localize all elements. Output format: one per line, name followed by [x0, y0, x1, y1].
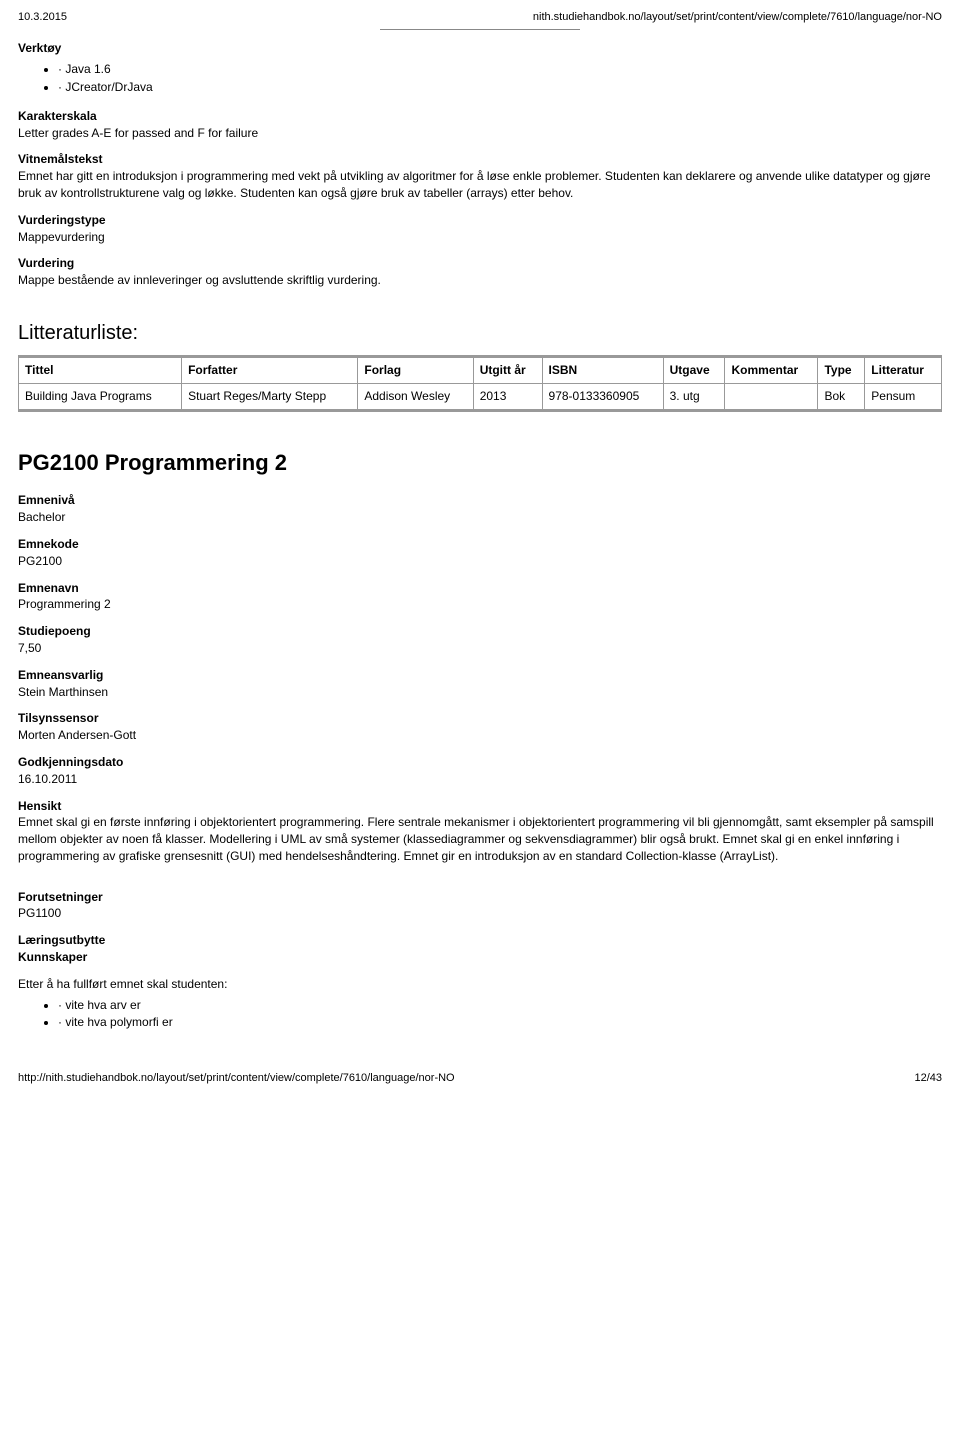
litteratur-title: Litteraturliste: [18, 319, 942, 347]
col-forfatter: Forfatter [182, 357, 358, 383]
table-cell: 3. utg [663, 383, 725, 409]
footer-url: http://nith.studiehandbok.no/layout/set/… [18, 1071, 455, 1086]
table-cell: Bok [818, 383, 865, 409]
page-footer: http://nith.studiehandbok.no/layout/set/… [18, 1071, 942, 1086]
course-field: EmneansvarligStein Marthinsen [18, 667, 942, 701]
table-header-row: Tittel Forfatter Forlag Utgitt år ISBN U… [19, 357, 942, 383]
course-field: Godkjenningsdato16.10.2011 [18, 754, 942, 788]
field-value: PG2100 [18, 554, 62, 568]
table-cell: Building Java Programs [19, 383, 182, 409]
table-cell: Stuart Reges/Marty Stepp [182, 383, 358, 409]
list-item: · vite hva arv er [58, 997, 942, 1014]
field-label: Tilsynssensor [18, 710, 942, 727]
field-value: Morten Andersen-Gott [18, 728, 136, 742]
verktoy-list: · Java 1.6 · JCreator/DrJava [18, 61, 942, 96]
table-cell: Addison Wesley [358, 383, 473, 409]
table-cell [725, 383, 818, 409]
field-value: Bachelor [18, 510, 65, 524]
header-path: nith.studiehandbok.no/layout/set/print/c… [533, 10, 942, 25]
col-isbn: ISBN [542, 357, 663, 383]
list-item: · vite hva polymorfi er [58, 1014, 942, 1031]
col-type: Type [818, 357, 865, 383]
karakterskala-heading: Karakterskala [18, 109, 97, 123]
vurderingstype-text: Mappevurdering [18, 230, 105, 244]
litteratur-table-wrapper: Tittel Forfatter Forlag Utgitt år ISBN U… [18, 355, 942, 412]
litteratur-table: Tittel Forfatter Forlag Utgitt år ISBN U… [18, 357, 942, 410]
course-field: TilsynssensorMorten Andersen-Gott [18, 710, 942, 744]
vitnemalstekst-section: Vitnemålstekst Emnet har gitt en introdu… [18, 151, 942, 201]
laeringsutbytte-intro: Etter å ha fullført emnet skal studenten… [18, 976, 942, 993]
divider [380, 29, 580, 30]
laeringsutbytte-section: Læringsutbytte Kunnskaper Etter å ha ful… [18, 932, 942, 1031]
field-label: Emnenavn [18, 580, 942, 597]
vurdering-text: Mappe bestående av innleveringer og avsl… [18, 273, 381, 287]
forutsetninger-label: Forutsetninger [18, 889, 942, 906]
vurdering-section: Vurdering Mappe bestående av innlevering… [18, 255, 942, 289]
hensikt-text: Emnet skal gi en første innføring i obje… [18, 815, 934, 863]
course-field: EmnenivåBachelor [18, 492, 942, 526]
col-kommentar: Kommentar [725, 357, 818, 383]
karakterskala-section: Karakterskala Letter grades A-E for pass… [18, 108, 942, 142]
table-row: Building Java ProgramsStuart Reges/Marty… [19, 383, 942, 409]
field-value: Stein Marthinsen [18, 685, 108, 699]
table-cell: Pensum [865, 383, 942, 409]
footer-page: 12/43 [914, 1071, 942, 1086]
hensikt-label: Hensikt [18, 798, 942, 815]
vitnemalstekst-text: Emnet har gitt en introduksjon i program… [18, 169, 931, 200]
forutsetninger-value: PG1100 [18, 906, 61, 920]
forutsetninger-section: Forutsetninger PG1100 [18, 889, 942, 923]
list-item: · JCreator/DrJava [58, 79, 942, 96]
field-value: Programmering 2 [18, 597, 111, 611]
field-value: 7,50 [18, 641, 41, 655]
list-item: · Java 1.6 [58, 61, 942, 78]
field-label: Emneansvarlig [18, 667, 942, 684]
page-header: 10.3.2015 nith.studiehandbok.no/layout/s… [18, 10, 942, 25]
field-label: Emnenivå [18, 492, 942, 509]
laeringsutbytte-sublabel: Kunnskaper [18, 949, 942, 966]
col-tittel: Tittel [19, 357, 182, 383]
field-value: 16.10.2011 [18, 772, 77, 786]
hensikt-section: Hensikt Emnet skal gi en første innførin… [18, 798, 942, 865]
vitnemalstekst-heading: Vitnemålstekst [18, 152, 103, 166]
laeringsutbytte-list: · vite hva arv er · vite hva polymorfi e… [18, 997, 942, 1032]
field-label: Studiepoeng [18, 623, 942, 640]
field-label: Godkjenningsdato [18, 754, 942, 771]
verktoy-heading: Verktøy [18, 41, 61, 55]
vurderingstype-section: Vurderingstype Mappevurdering [18, 212, 942, 246]
course-field: EmnekodePG2100 [18, 536, 942, 570]
table-cell: 2013 [473, 383, 542, 409]
course-field: Studiepoeng7,50 [18, 623, 942, 657]
verktoy-section: Verktøy · Java 1.6 · JCreator/DrJava [18, 40, 942, 95]
table-cell: 978-0133360905 [542, 383, 663, 409]
laeringsutbytte-label: Læringsutbytte [18, 932, 942, 949]
col-utgitt-ar: Utgitt år [473, 357, 542, 383]
course-field: EmnenavnProgrammering 2 [18, 580, 942, 614]
field-label: Emnekode [18, 536, 942, 553]
col-utgave: Utgave [663, 357, 725, 383]
course-title: PG2100 Programmering 2 [18, 448, 942, 479]
karakterskala-text: Letter grades A-E for passed and F for f… [18, 126, 258, 140]
vurderingstype-heading: Vurderingstype [18, 213, 106, 227]
col-litteratur: Litteratur [865, 357, 942, 383]
header-date: 10.3.2015 [18, 10, 67, 25]
col-forlag: Forlag [358, 357, 473, 383]
vurdering-heading: Vurdering [18, 256, 74, 270]
